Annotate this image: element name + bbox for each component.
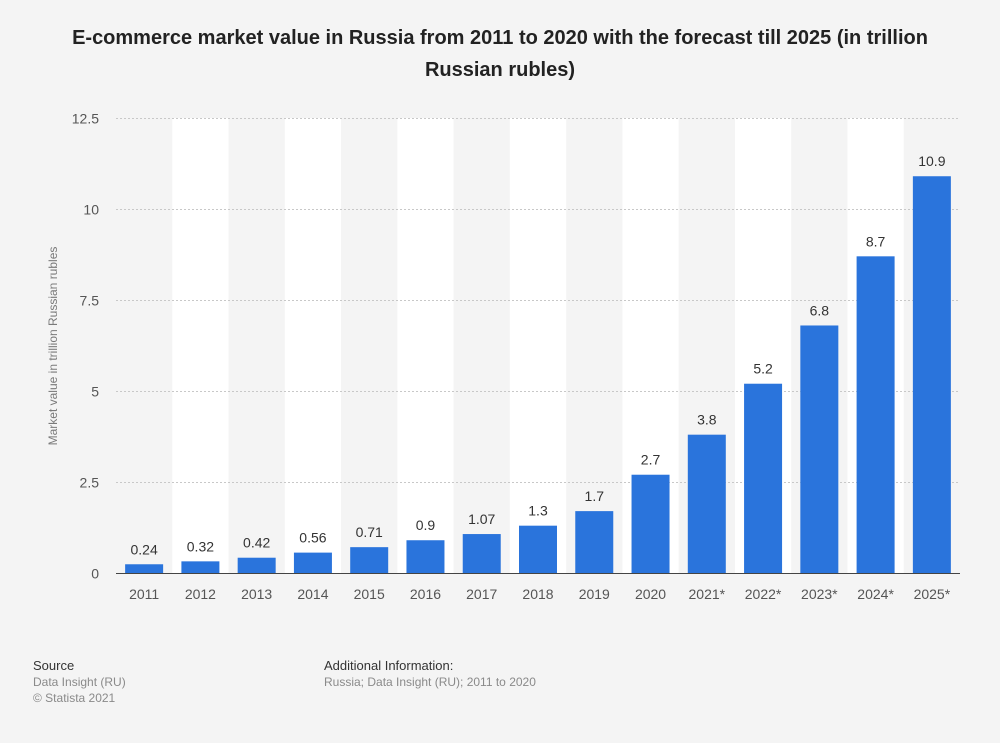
y-tick-label: 7.5 <box>80 293 100 309</box>
gridlines <box>116 118 960 483</box>
value-label: 0.71 <box>356 524 383 540</box>
y-tick-label: 12.5 <box>72 111 99 127</box>
bar[interactable] <box>350 547 389 573</box>
x-tick-label: 2018 <box>522 586 553 602</box>
value-label: 0.42 <box>243 535 270 551</box>
x-tick-label: 2024* <box>857 586 894 602</box>
x-tick-label: 2019 <box>579 586 610 602</box>
value-label: 6.8 <box>810 302 830 318</box>
x-axis-labels: 2011 2012 2013 2014 2015 2016 2017 2018 2019 2020… <box>129 586 951 602</box>
bar[interactable] <box>293 552 332 573</box>
bar[interactable] <box>912 176 951 574</box>
value-label: 5.2 <box>753 361 773 377</box>
band <box>172 118 229 573</box>
band <box>509 118 567 573</box>
bar[interactable] <box>181 561 220 573</box>
chart-title: E-commerce market value in Russia from 2… <box>72 27 928 81</box>
x-tick-label: 2023* <box>801 586 838 602</box>
y-tick-label: 0 <box>91 566 99 582</box>
additional-info-block: Additional Information: Russia; Data Ins… <box>324 658 536 690</box>
x-tick-label: 2025* <box>914 586 951 602</box>
band <box>284 118 342 573</box>
bar[interactable] <box>687 434 726 573</box>
additional-info-heading: Additional Information: <box>324 658 454 673</box>
bars <box>125 176 951 574</box>
y-tick-label: 10 <box>83 202 99 218</box>
band <box>397 118 454 573</box>
value-label: 0.24 <box>131 541 158 557</box>
y-axis-labels: 0 2.5 5 7.5 10 12.5 <box>72 111 99 582</box>
source-block: Source Data Insight (RU) © Statista 2021 <box>33 658 126 706</box>
value-label: 8.7 <box>866 233 886 249</box>
x-tick-label: 2014 <box>297 586 328 602</box>
bar[interactable] <box>631 474 670 573</box>
bar[interactable] <box>856 256 895 573</box>
x-tick-label: 2022* <box>745 586 782 602</box>
bar[interactable] <box>125 564 164 573</box>
value-label: 2.7 <box>641 452 661 468</box>
y-tick-label: 5 <box>91 384 99 400</box>
value-label: 3.8 <box>697 412 717 428</box>
y-tick-label: 2.5 <box>80 475 100 491</box>
copyright-line: © Statista 2021 <box>33 691 116 705</box>
value-label: 10.9 <box>918 153 945 169</box>
x-tick-label: 2011 <box>129 586 159 602</box>
x-tick-label: 2020 <box>635 586 666 602</box>
additional-info-text: Russia; Data Insight (RU); 2011 to 2020 <box>324 675 536 689</box>
value-label: 1.3 <box>528 503 548 519</box>
y-axis-title: Market value in trillion Russian rubles <box>46 247 60 446</box>
bar[interactable] <box>462 534 501 573</box>
source-line[interactable]: Data Insight (RU) <box>33 675 126 689</box>
bar[interactable] <box>406 540 445 573</box>
bar[interactable] <box>800 325 839 573</box>
bar[interactable] <box>575 511 614 573</box>
value-label: 1.7 <box>585 488 605 504</box>
x-tick-label: 2021* <box>689 586 726 602</box>
bar[interactable] <box>744 383 783 573</box>
x-tick-label: 2013 <box>241 586 272 602</box>
value-label: 0.32 <box>187 538 214 554</box>
x-tick-label: 2015 <box>354 586 385 602</box>
value-label: 0.56 <box>299 530 326 546</box>
x-tick-label: 2016 <box>410 586 441 602</box>
x-tick-label: 2017 <box>466 586 497 602</box>
x-tick-label: 2012 <box>185 586 216 602</box>
value-label: 0.9 <box>416 517 436 533</box>
value-labels: 0.24 0.32 0.42 0.56 0.71 0.9 1.07 1.3 1.7 2.7 3.8 5… <box>131 153 946 557</box>
value-label: 1.07 <box>468 511 495 527</box>
source-heading: Source <box>33 658 75 673</box>
bar[interactable] <box>519 525 557 573</box>
bar[interactable] <box>237 557 276 573</box>
